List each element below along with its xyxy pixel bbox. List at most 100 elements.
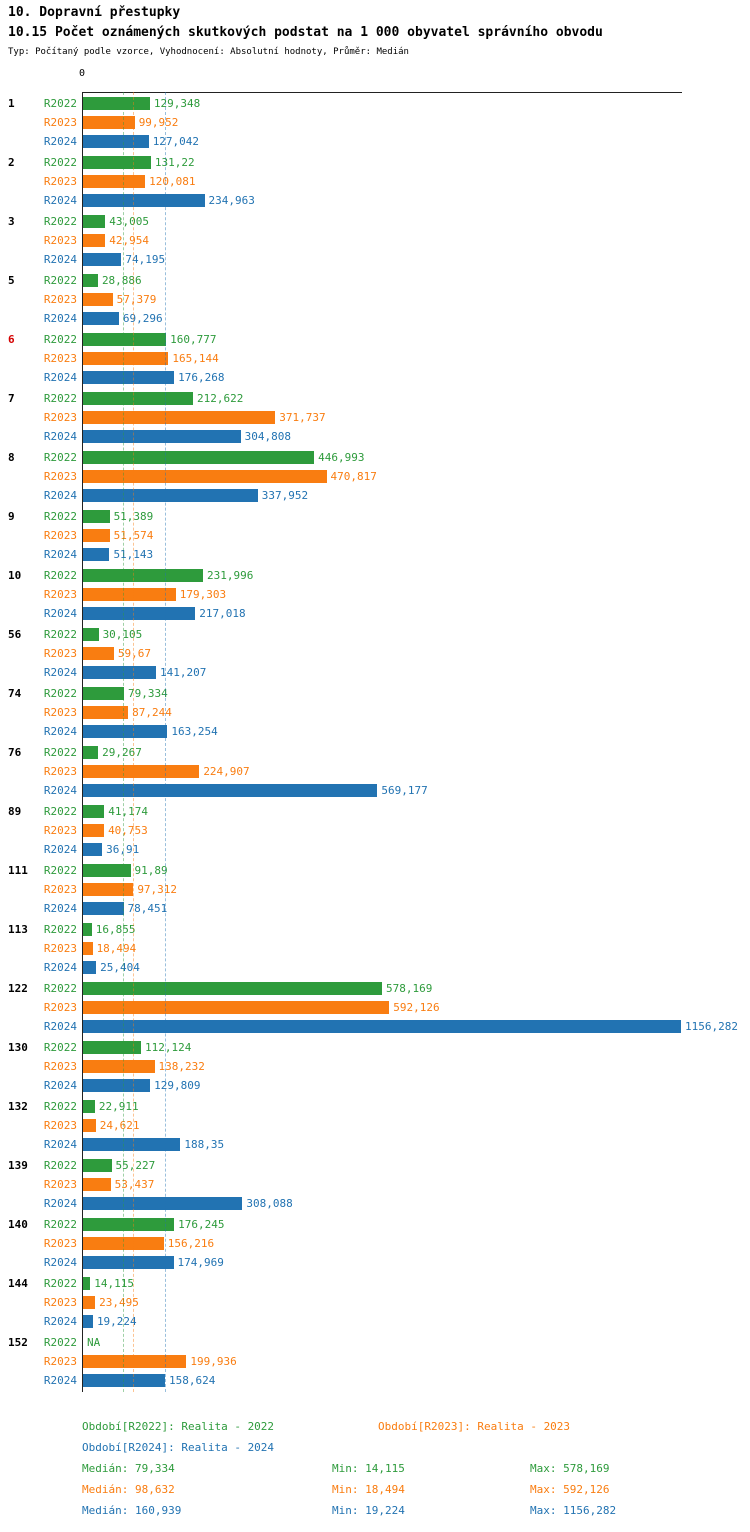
bar-R2024 <box>83 902 124 915</box>
series-year-label: R2022 <box>43 923 77 936</box>
bar-row: R2022 160,777 <box>0 330 750 349</box>
series-year-label: R2022 <box>43 1041 77 1054</box>
bar-row: R2024 69,296 <box>0 309 750 328</box>
bar-row: R2024 25,404 <box>0 958 750 977</box>
bar-value-label: 160,777 <box>170 333 217 346</box>
bar-row: R2022 14,115 <box>0 1274 750 1293</box>
legend-period-row: Období[R2024]: Realita - 2024 <box>82 1441 742 1462</box>
series-year-label: R2022 <box>43 510 77 523</box>
bar-row: R2022 446,993 <box>0 448 750 467</box>
bar-value-label: 41,174 <box>108 805 149 818</box>
bar-value-label: 127,042 <box>152 135 200 148</box>
report-meta: Typ: Počítaný podle vzorce, Vyhodnocení:… <box>8 47 409 57</box>
bar-R2023 <box>83 942 93 955</box>
bar-R2023 <box>83 1119 96 1132</box>
legend-stat-row: Medián: 79,334 Min: 14,115 Max: 578,169 <box>82 1462 742 1483</box>
bar-row: R2024 127,042 <box>0 132 750 151</box>
bar-R2023 <box>83 470 327 483</box>
series-year-label: R2023 <box>43 352 77 365</box>
bar-value-label: 40,753 <box>108 824 148 837</box>
category-label: 74 <box>8 687 22 700</box>
series-year-label: R2024 <box>43 961 77 974</box>
median-line-R2024 <box>165 92 167 1392</box>
bar-groups: 1 R2022 129,348 R2023 99,952 R2024 127,042 2 R20… <box>0 94 750 1392</box>
series-year-label: R2024 <box>43 430 77 443</box>
bar-value-label: 51,389 <box>113 510 154 523</box>
series-year-label: R2022 <box>43 333 77 346</box>
bar-row: R2024 308,088 <box>0 1194 750 1213</box>
bar-value-label: 99,952 <box>138 116 179 129</box>
legend-median-label: Medián: 98,632 <box>82 1483 175 1496</box>
bar-row: R2022 578,169 <box>0 979 750 998</box>
bar-row: R2022 41,174 <box>0 802 750 821</box>
bar-R2023 <box>83 1060 155 1073</box>
bar-value-label: 22,911 <box>98 1100 139 1113</box>
series-year-label: R2024 <box>43 1374 77 1387</box>
legend-period-row: Období[R2022]: Realita - 2022 Období[R202… <box>82 1420 742 1441</box>
bar-R2022 <box>83 746 99 759</box>
legend-period-label: Období[R2024]: Realita - 2024 <box>82 1441 275 1454</box>
series-year-label: R2024 <box>43 1256 77 1269</box>
category-label: 56 <box>8 628 22 641</box>
bar-R2022 <box>83 569 203 582</box>
series-year-label: R2022 <box>43 687 77 700</box>
series-year-label: R2023 <box>43 411 77 424</box>
bar-row: R2024 74,195 <box>0 250 750 269</box>
series-year-label: R2023 <box>43 588 77 601</box>
bar-R2023 <box>83 293 113 306</box>
bar-row: R2024 188,35 <box>0 1135 750 1154</box>
bar-R2023 <box>83 1355 187 1368</box>
bar-row: R2022 112,124 <box>0 1038 750 1057</box>
bar-R2024 <box>83 1256 174 1269</box>
bar-R2022 <box>83 982 382 995</box>
series-year-label: R2024 <box>43 371 77 384</box>
bar-group: 10 R2022 231,996 R2023 179,303 R2024 217,018 <box>0 566 750 623</box>
series-year-label: R2024 <box>43 312 77 325</box>
series-year-label: R2023 <box>43 529 77 542</box>
bar-row: R2024 1156,282 <box>0 1017 750 1036</box>
bar-row: R2022 91,89 <box>0 861 750 880</box>
series-year-label: R2023 <box>43 824 77 837</box>
bar-value-label: 174,969 <box>177 1256 224 1269</box>
legend-stats: Medián: 79,334 Min: 14,115 Max: 578,169 Med… <box>82 1462 742 1525</box>
category-label: 152 <box>8 1336 28 1349</box>
bar-row: R2024 141,207 <box>0 663 750 682</box>
bar-R2024 <box>83 607 196 620</box>
series-year-label: R2023 <box>43 765 77 778</box>
bar-value-label: 337,952 <box>261 489 309 502</box>
bar-R2023 <box>83 411 276 424</box>
series-year-label: R2023 <box>43 647 77 660</box>
legend-median-label: Medián: 79,334 <box>82 1462 175 1475</box>
category-label: 2 <box>8 156 15 169</box>
category-label: 9 <box>8 510 15 523</box>
series-year-label: R2023 <box>43 470 77 483</box>
legend: Období[R2022]: Realita - 2022 Období[R202… <box>82 1420 742 1525</box>
bar-value-label: 74,195 <box>125 253 166 266</box>
series-year-label: R2024 <box>43 194 77 207</box>
report-subtitle: 10.15 Počet oznámených skutkových podsta… <box>8 25 603 40</box>
bar-R2022 <box>83 1218 175 1231</box>
bar-row: R2024 158,624 <box>0 1371 750 1390</box>
legend-max-label: Max: 578,169 <box>530 1462 610 1475</box>
bar-R2022 <box>83 1041 141 1054</box>
bar-row: R2023 51,574 <box>0 526 750 545</box>
bar-group: 8 R2022 446,993 R2023 470,817 R2024 337,952 <box>0 448 750 505</box>
bar-R2022 <box>83 923 92 936</box>
bar-row: R2023 24,621 <box>0 1116 750 1135</box>
x-axis-line <box>82 92 682 93</box>
bar-R2024 <box>83 548 110 561</box>
bar-value-label: 165,144 <box>172 352 219 365</box>
legend-stat-row: Medián: 98,632 Min: 18,494 Max: 592,126 <box>82 1483 742 1504</box>
bar-row: R2024 304,808 <box>0 427 750 446</box>
bar-row: R2023 40,753 <box>0 821 750 840</box>
bar-row: R2022 NA <box>0 1333 750 1352</box>
bar-R2023 <box>83 706 129 719</box>
series-year-label: R2022 <box>43 451 77 464</box>
series-year-label: R2024 <box>43 843 77 856</box>
bar-group: 122 R2022 578,169 R2023 592,126 R2024 1156,282 <box>0 979 750 1036</box>
series-year-label: R2022 <box>43 746 77 759</box>
bar-R2024 <box>83 194 205 207</box>
series-year-label: R2023 <box>43 1355 77 1368</box>
bar-R2022 <box>83 628 99 641</box>
series-year-label: R2024 <box>43 548 77 561</box>
